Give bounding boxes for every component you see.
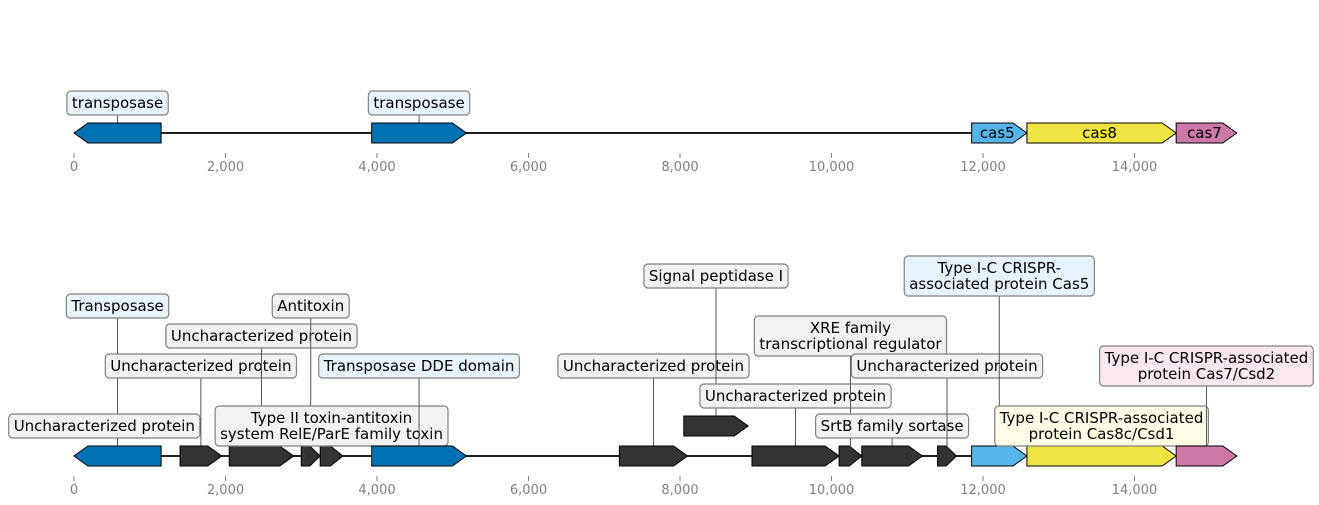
gene-label-box: [214, 405, 449, 447]
gene-label: transposase: [373, 94, 464, 112]
gene-label-box: [104, 353, 298, 379]
gene-label: Uncharacterized protein: [705, 387, 886, 405]
gene-label-box: [8, 413, 201, 439]
axis-tick-label: 14,000: [1112, 483, 1158, 498]
gene-label: Uncharacterized protein: [14, 417, 195, 435]
gene-feature[interactable]: Uncharacterized protein: [850, 353, 1044, 467]
axis-tick-label: 0: [70, 483, 78, 498]
axis-tick-label: 14,000: [1112, 160, 1158, 175]
gene-arrow[interactable]: [838, 445, 863, 467]
gene-arrow[interactable]: [683, 415, 750, 437]
gene-label: SrtB family sortase: [821, 417, 964, 435]
gene-cas5[interactable]: cas5: [971, 122, 1028, 144]
gene-arrow[interactable]: [371, 445, 468, 467]
gene-feature[interactable]: Uncharacterized protein: [8, 413, 201, 439]
gene-cas8[interactable]: cas8: [1026, 122, 1178, 144]
axis-tick-label: 4,000: [358, 160, 395, 175]
gene-arrow[interactable]: [73, 122, 162, 144]
gene-arrow[interactable]: [861, 445, 924, 467]
gene-label-box: [1099, 345, 1314, 387]
axis-tick-label: 2,000: [207, 483, 244, 498]
gene-label-box: [318, 353, 520, 379]
gene-feature[interactable]: XRE family transcriptional regulator: [753, 315, 948, 467]
gene-label: Transposase: [70, 297, 163, 315]
gene-label: transposase: [72, 94, 163, 112]
gene-arrow[interactable]: [1175, 445, 1238, 467]
axis-tick-label: 8,000: [661, 483, 698, 498]
gene-arrow[interactable]: [371, 122, 468, 144]
gene-cas8[interactable]: Type I-C CRISPR-associated protein Cas8c/…: [994, 405, 1209, 467]
gene-label-box: [815, 413, 970, 439]
gene-label-box: [643, 263, 789, 289]
gene-label: cas8: [1082, 124, 1117, 142]
gene-label-box: [699, 383, 892, 409]
gene-label: Uncharacterized protein: [563, 357, 744, 375]
gene-arrow[interactable]: [618, 445, 689, 467]
axis-tick-label: 10,000: [809, 483, 855, 498]
gene-label: Uncharacterized protein: [856, 357, 1037, 375]
gene-arrow[interactable]: [228, 445, 295, 467]
axis-tick-label: 2,000: [207, 160, 244, 175]
gene-cas7[interactable]: Type I-C CRISPR-associated protein Cas7/C…: [1099, 345, 1314, 467]
gene-label: Type I-C CRISPR-associated protein Cas5: [909, 259, 1089, 293]
gene-label-box: [165, 323, 358, 349]
gene-feature[interactable]: Uncharacterized protein: [557, 353, 750, 467]
gene-arrow[interactable]: [179, 445, 223, 467]
overview-track: 0 2,000 4,000 6,000 8,000 10,000 12,000 14,000 t…: [66, 90, 1238, 175]
gene-arrow[interactable]: [1175, 122, 1238, 144]
gene-feature[interactable]: Uncharacterized protein: [104, 353, 298, 467]
axis-tick-label: 6,000: [510, 160, 547, 175]
gene-label-box: [753, 315, 948, 357]
gene-label-box: [367, 90, 471, 116]
gene-feature[interactable]: Uncharacterized protein: [699, 383, 892, 467]
gene-label: Type II toxin-antitoxin system RelE/ParE …: [220, 409, 443, 443]
axis-tick-label: 10,000: [809, 160, 855, 175]
axis-tick-label: 8,000: [661, 160, 698, 175]
gene-label: cas5: [980, 124, 1015, 142]
gene-arrow[interactable]: [319, 445, 344, 467]
gene-label-box: [903, 255, 1095, 297]
gene-label: Uncharacterized protein: [110, 357, 291, 375]
gene-label: cas7: [1187, 124, 1222, 142]
axis-tick-label: 0: [70, 160, 78, 175]
gene-label: XRE family transcriptional regulator: [759, 319, 942, 353]
gene-feature[interactable]: Type II toxin-antitoxin system RelE/ParE …: [214, 405, 449, 467]
axis-tick-label: 12,000: [960, 160, 1006, 175]
gene-arrow[interactable]: [971, 122, 1028, 144]
gene-label-box: [66, 90, 169, 116]
gene-label-box: [850, 353, 1044, 379]
gene-label-box: [65, 293, 170, 319]
gene-arrow[interactable]: [971, 445, 1028, 467]
axis-tick-label: 12,000: [960, 483, 1006, 498]
gene-feature[interactable]: Antitoxin: [271, 293, 350, 467]
gene-label: Type I-C CRISPR-associated protein Cas7/C…: [1104, 349, 1309, 383]
gene-feature[interactable]: Uncharacterized protein: [165, 323, 358, 467]
gene-label: Antitoxin: [277, 297, 344, 315]
gene-label-box: [557, 353, 750, 379]
gene-label-box: [271, 293, 350, 319]
gene-label: Transposase DDE domain: [323, 357, 515, 375]
gene-label-box: [994, 405, 1209, 447]
gene-feature[interactable]: SrtB family sortase: [815, 413, 970, 467]
gene-arrow[interactable]: [73, 445, 162, 467]
gene-transposase[interactable]: Transposase DDE domain: [318, 353, 520, 467]
gene-arrow[interactable]: [1026, 445, 1178, 467]
gene-cas7[interactable]: cas7: [1175, 122, 1238, 144]
gene-arrow[interactable]: [751, 445, 840, 467]
gene-label: Type I-C CRISPR-associated protein Cas8c/…: [999, 409, 1204, 443]
gene-arrow[interactable]: [300, 445, 321, 467]
gene-transposase[interactable]: transposase: [367, 90, 471, 144]
detail-track: 0 2,000 4,000 6,000 8,000 10,000 12,000 14,000 T…: [8, 255, 1314, 498]
axis-tick-label: 6,000: [510, 483, 547, 498]
gene-transposase[interactable]: Transposase: [65, 293, 170, 467]
axis-tick-label: 4,000: [358, 483, 395, 498]
gene-label: Signal peptidase I: [649, 267, 783, 285]
gene-feature[interactable]: Signal peptidase I: [643, 263, 789, 437]
gene-arrow[interactable]: [1026, 122, 1178, 144]
gene-label: Uncharacterized protein: [171, 327, 352, 345]
gene-transposase[interactable]: transposase: [66, 90, 169, 144]
gene-arrow[interactable]: [937, 445, 958, 467]
